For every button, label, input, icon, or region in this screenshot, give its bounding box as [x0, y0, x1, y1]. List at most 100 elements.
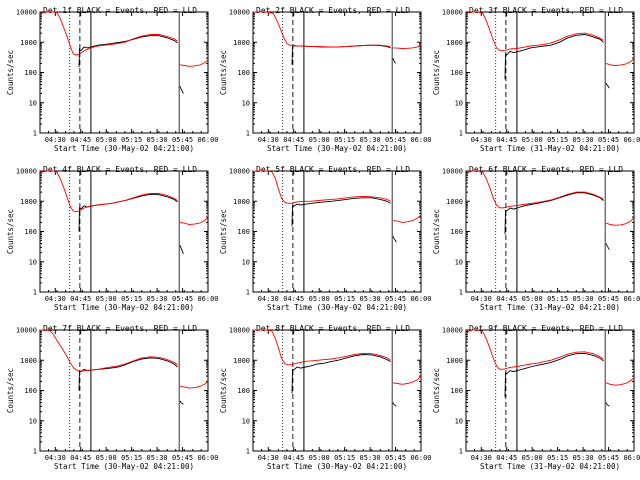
y-tick-label: 1: [33, 448, 37, 456]
y-tick-label: 100: [237, 228, 250, 236]
y-tick-label: 10: [29, 258, 37, 266]
y-tick-label: 1000: [20, 198, 37, 206]
y-tick-label: 1000: [20, 357, 37, 365]
x-tick-label: 05:30: [573, 454, 594, 462]
axis-frame: [465, 170, 635, 293]
x-tick-label: 04:45: [496, 454, 517, 462]
y-tick-label: 1000: [233, 198, 250, 206]
y-axis-label: Counts/sec: [432, 50, 441, 95]
x-tick-label: 06:00: [623, 295, 640, 303]
axis-frame: [39, 170, 209, 293]
x-tick-label: 05:45: [385, 295, 406, 303]
chart-title: Det 1f BLACK = Events, RED = LLD: [43, 6, 197, 15]
x-tick-label: 05:45: [598, 136, 619, 144]
y-tick-label: 10000: [442, 327, 463, 335]
y-tick-label: 10: [242, 99, 250, 107]
y-tick-label: 10000: [229, 168, 250, 176]
y-tick-label: 100: [237, 387, 250, 395]
series-line-events: [392, 402, 397, 407]
series-line-lld: [392, 375, 422, 385]
x-tick-label: 04:30: [471, 454, 492, 462]
panel-det-4f: Det 4f BLACK = Events, RED = LLD 1 10 100 10…: [6, 165, 219, 312]
panel-det-5f: Det 5f BLACK = Events, RED = LLD 1 10 100 10…: [219, 165, 432, 312]
x-tick-label: 05:45: [172, 454, 193, 462]
panel-det-9f: Det 9f BLACK = Events, RED = LLD 1 10 100 10…: [432, 324, 640, 471]
x-tick-label: 04:45: [283, 454, 304, 462]
chart-title: Det 2f BLACK = Events, RED = LLD: [256, 6, 410, 15]
x-tick-label: 05:45: [598, 454, 619, 462]
y-tick-label: 1: [33, 289, 37, 297]
x-tick-label: 05:00: [96, 454, 117, 462]
y-axis-label: Counts/sec: [6, 368, 15, 413]
y-tick-label: 1000: [446, 39, 463, 47]
axis-frame: [39, 329, 209, 452]
x-tick-label: 05:30: [147, 454, 168, 462]
chart-title: Det 4f BLACK = Events, RED = LLD: [43, 165, 197, 174]
y-tick-label: 10: [242, 258, 250, 266]
x-tick-label: 05:15: [121, 295, 142, 303]
x-axis-label: Start Time (30-May-02 04:21:00): [267, 144, 407, 153]
series-line-lld: [179, 381, 209, 389]
x-tick-label: 06:00: [410, 136, 431, 144]
series-line-lld: [605, 58, 635, 66]
axis-frame: [39, 11, 209, 134]
chart-title: Det 9f BLACK = Events, RED = LLD: [469, 324, 623, 333]
x-tick-label: 04:45: [496, 136, 517, 144]
x-tick-label: 04:30: [45, 454, 66, 462]
x-tick-label: 05:15: [121, 454, 142, 462]
series-line-lld: [392, 214, 422, 223]
series-line-lld: [605, 377, 635, 386]
x-tick-label: 06:00: [623, 454, 640, 462]
panel-det-3f: Det 3f BLACK = Events, RED = LLD 1 10 100 10…: [432, 6, 640, 153]
series-line-lld: [465, 329, 604, 370]
series-line-events: [504, 352, 604, 398]
x-tick-label: 05:45: [598, 295, 619, 303]
x-tick-label: 04:30: [45, 136, 66, 144]
y-tick-label: 1: [459, 289, 463, 297]
panel-det-7f: Det 7f BLACK = Events, RED = LLD 1 10 100 10…: [6, 324, 219, 471]
series-line-lld: [253, 329, 391, 366]
x-tick-label: 05:45: [172, 295, 193, 303]
series-line-events: [179, 245, 184, 255]
x-tick-label: 04:45: [70, 295, 91, 303]
series-line-lld: [465, 11, 604, 52]
panel-det-2f: Det 2f BLACK = Events, RED = LLD 1 10 100 10…: [219, 6, 432, 153]
x-tick-label: 05:45: [385, 136, 406, 144]
x-tick-label: 06:00: [410, 454, 431, 462]
series-line-lld: [40, 329, 178, 372]
x-tick-label: 04:45: [496, 295, 517, 303]
y-tick-label: 1000: [20, 39, 37, 47]
y-tick-label: 1: [246, 130, 250, 138]
x-tick-label: 05:30: [147, 295, 168, 303]
y-tick-label: 1: [33, 130, 37, 138]
x-tick-label: 05:00: [309, 295, 330, 303]
y-tick-label: 1: [246, 448, 250, 456]
x-tick-label: 05:00: [96, 136, 117, 144]
x-tick-label: 04:45: [283, 136, 304, 144]
x-tick-label: 05:45: [172, 136, 193, 144]
x-tick-label: 04:30: [471, 295, 492, 303]
x-tick-label: 04:30: [45, 295, 66, 303]
chart-title: Det 6f BLACK = Events, RED = LLD: [469, 165, 623, 174]
x-tick-label: 05:30: [573, 295, 594, 303]
series-line-events: [504, 34, 604, 80]
series-line-lld: [179, 217, 209, 225]
series-line-events: [179, 400, 184, 405]
series-line-events: [78, 35, 178, 68]
y-tick-label: 10000: [229, 9, 250, 17]
x-tick-label: 05:30: [573, 136, 594, 144]
x-axis-label: Start Time (30-May-02 04:21:00): [54, 144, 194, 153]
y-axis-label: Counts/sec: [219, 368, 228, 413]
x-tick-label: 05:15: [121, 136, 142, 144]
x-tick-label: 06:00: [410, 295, 431, 303]
series-line-lld: [392, 43, 422, 49]
x-tick-label: 04:45: [70, 454, 91, 462]
x-axis-label: Start Time (30-May-02 04:21:00): [267, 462, 407, 471]
x-axis-label: Start Time (30-May-02 04:21:00): [54, 303, 194, 312]
x-tick-label: 05:15: [547, 136, 568, 144]
series-line-events: [392, 236, 397, 243]
x-tick-label: 06:00: [197, 136, 218, 144]
y-tick-label: 10: [242, 417, 250, 425]
y-tick-label: 1000: [446, 198, 463, 206]
y-tick-label: 1: [459, 130, 463, 138]
